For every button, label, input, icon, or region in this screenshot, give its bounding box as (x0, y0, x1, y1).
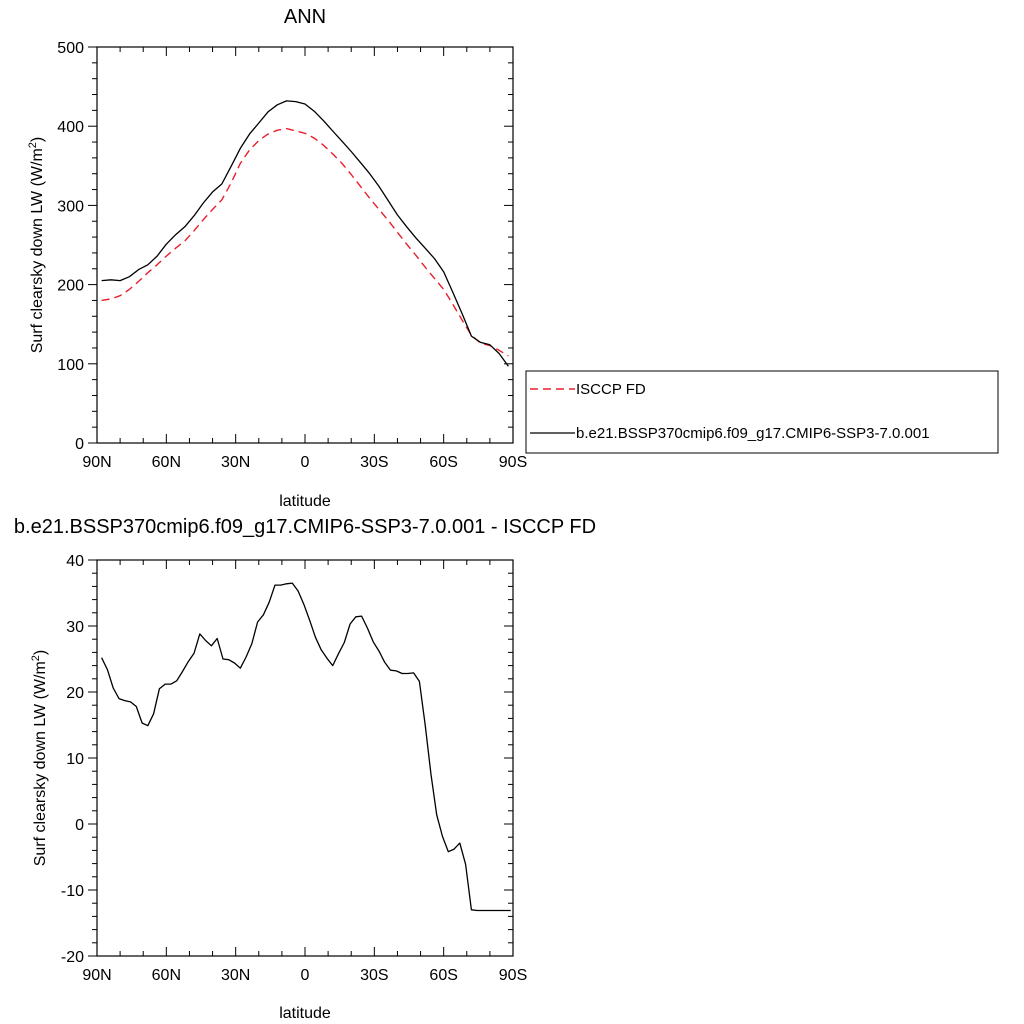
legend-box (525, 370, 999, 454)
y-tick-label: 400 (57, 119, 84, 136)
y-axis-label: Surf clearsky down LW (W/m2) (27, 137, 46, 354)
axis-ticks (88, 46, 514, 444)
y-axis-label: Surf clearsky down LW (W/m2) (30, 650, 49, 867)
y-tick-label: 0 (75, 436, 84, 453)
y-tick-label: -20 (61, 949, 84, 966)
y-tick-label: 30 (66, 619, 84, 636)
isccp-fd-line (101, 127, 509, 357)
y-tick-label: -10 (61, 883, 84, 900)
x-tick-label: 90S (499, 454, 527, 471)
x-tick-label: 60S (429, 454, 457, 471)
x-tick-label: 0 (301, 967, 310, 984)
x-tick-label: 60N (152, 454, 181, 471)
x-axis-label: latitude (279, 493, 331, 510)
x-tick-label: 30S (360, 967, 388, 984)
x-tick-label: 60N (152, 967, 181, 984)
x-tick-label: 90S (499, 967, 527, 984)
model-line (101, 582, 511, 912)
y-tick-label: 300 (57, 198, 84, 215)
y-tick-label: 40 (66, 553, 84, 570)
x-tick-label: 90N (82, 967, 111, 984)
x-tick-label: 0 (301, 454, 310, 471)
axis-tick-labels: 90N 60N 30N 0 30S 60S 90S 0 100 200 300 400 500 (57, 40, 527, 471)
series-lines (101, 100, 509, 367)
difference-panel: b.e21.BSSP370cmip6.f09_g17.CMIP6-SSP3-7.… (14, 516, 596, 1022)
y-tick-label: 10 (66, 751, 84, 768)
x-tick-label: 30S (360, 454, 388, 471)
y-tick-label: 20 (66, 685, 84, 702)
y-tick-label: 200 (57, 278, 84, 295)
model-line (101, 100, 509, 367)
y-tick-label: 0 (75, 817, 84, 834)
x-tick-label: 90N (82, 454, 111, 471)
x-axis-label: latitude (279, 1005, 331, 1022)
plot-frame (96, 559, 514, 957)
series-lines (101, 582, 511, 912)
y-tick-label: 100 (57, 357, 84, 374)
chart-title: ANN (284, 6, 326, 28)
axis-ticks (88, 559, 514, 957)
x-tick-label: 30N (221, 454, 250, 471)
chart-title: b.e21.BSSP370cmip6.f09_g17.CMIP6-SSP3-7.… (14, 516, 596, 538)
x-tick-label: 30N (221, 967, 250, 984)
legend-label-model: b.e21.BSSP370cmip6.f09_g17.CMIP6-SSP3-7.… (576, 425, 930, 442)
plot-frame (96, 46, 514, 444)
legend-label-isccp: ISCCP FD (576, 381, 646, 398)
axis-tick-labels: 90N 60N 30N 0 30S 60S 90S -20 -10 0 10 20 30 40 (61, 553, 527, 984)
climatology-panel: ANN 90N 60N 30N 0 30S 60S 90S0100200300400500 … (27, 6, 999, 510)
y-tick-label: 500 (57, 40, 84, 57)
legend: ISCCP FD b.e21.BSSP370cmip6.f09_g17.CMIP… (525, 370, 999, 454)
x-tick-label: 60S (429, 967, 457, 984)
